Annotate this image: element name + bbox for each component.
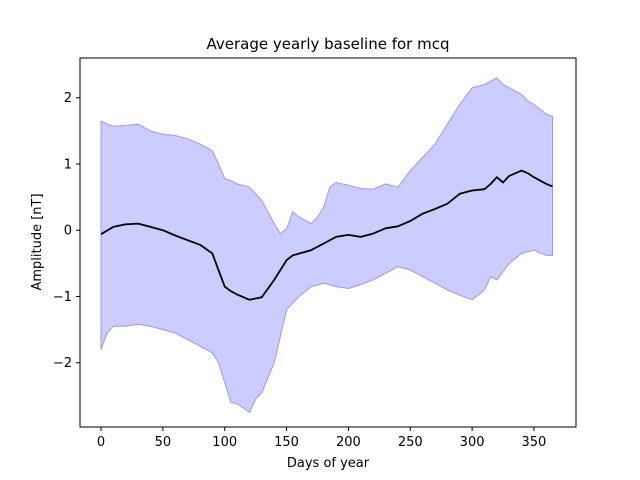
x-tick-label: 100 xyxy=(212,435,237,450)
x-tick-label: 200 xyxy=(336,435,361,450)
mean-line-layer xyxy=(100,169,553,301)
x-tick-label: 250 xyxy=(398,435,423,450)
y-tick-label: 2 xyxy=(64,91,72,106)
x-tick-label: 50 xyxy=(155,435,172,450)
plot-frame xyxy=(79,57,577,428)
y-axis-label: Amplitude [nT] xyxy=(30,193,45,290)
y-tick-label: 0 xyxy=(64,224,72,239)
x-tick-label: 150 xyxy=(274,435,299,450)
chart-title: Average yearly baseline for mcq xyxy=(206,35,449,53)
x-axis-label: Days of year xyxy=(287,456,370,471)
y-axis-ticks: −2 −1 0 1 2 xyxy=(53,91,80,371)
y-tick-label: 1 xyxy=(64,157,72,172)
mean-baseline-line xyxy=(100,169,553,301)
x-axis-ticks: 0 50 100 150 200 250 300 350 xyxy=(97,427,546,450)
y-tick-label: −1 xyxy=(53,290,72,305)
x-tick-label: 300 xyxy=(460,435,485,450)
y-tick-label: −2 xyxy=(53,356,72,371)
confidence-band-layer xyxy=(100,77,553,414)
confidence-band xyxy=(100,77,553,414)
x-tick-label: 0 xyxy=(97,435,105,450)
x-tick-label: 350 xyxy=(522,435,547,450)
